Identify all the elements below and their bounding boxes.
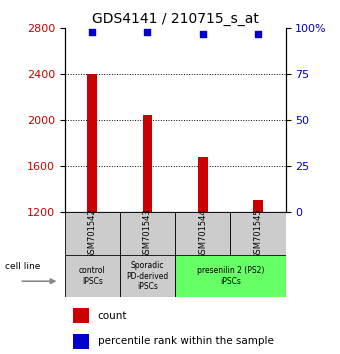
Text: GSM701542: GSM701542 [88, 208, 97, 259]
Text: presenilin 2 (PS2)
iPSCs: presenilin 2 (PS2) iPSCs [197, 267, 264, 286]
FancyBboxPatch shape [65, 255, 120, 297]
FancyBboxPatch shape [231, 212, 286, 255]
Bar [73, 308, 89, 323]
Point [145, 29, 150, 35]
Text: cell line: cell line [5, 262, 40, 271]
Text: control
IPSCs: control IPSCs [79, 267, 106, 286]
Text: GSM701543: GSM701543 [143, 208, 152, 259]
Bar [87, 74, 97, 212]
FancyBboxPatch shape [175, 255, 286, 297]
Point [255, 31, 261, 37]
Text: count: count [98, 311, 127, 321]
Point [200, 31, 205, 37]
Text: GSM701545: GSM701545 [254, 208, 262, 259]
Point [89, 29, 95, 35]
FancyBboxPatch shape [65, 212, 120, 255]
Text: GSM701544: GSM701544 [198, 208, 207, 259]
FancyBboxPatch shape [175, 212, 230, 255]
Text: Sporadic
PD-derived
iPSCs: Sporadic PD-derived iPSCs [126, 261, 169, 291]
Bar [73, 334, 89, 349]
Text: percentile rank within the sample: percentile rank within the sample [98, 336, 273, 346]
Title: GDS4141 / 210715_s_at: GDS4141 / 210715_s_at [92, 12, 258, 26]
FancyBboxPatch shape [120, 255, 175, 297]
FancyBboxPatch shape [120, 212, 175, 255]
Bar [142, 115, 152, 212]
Bar [253, 200, 263, 212]
Bar [198, 157, 208, 212]
